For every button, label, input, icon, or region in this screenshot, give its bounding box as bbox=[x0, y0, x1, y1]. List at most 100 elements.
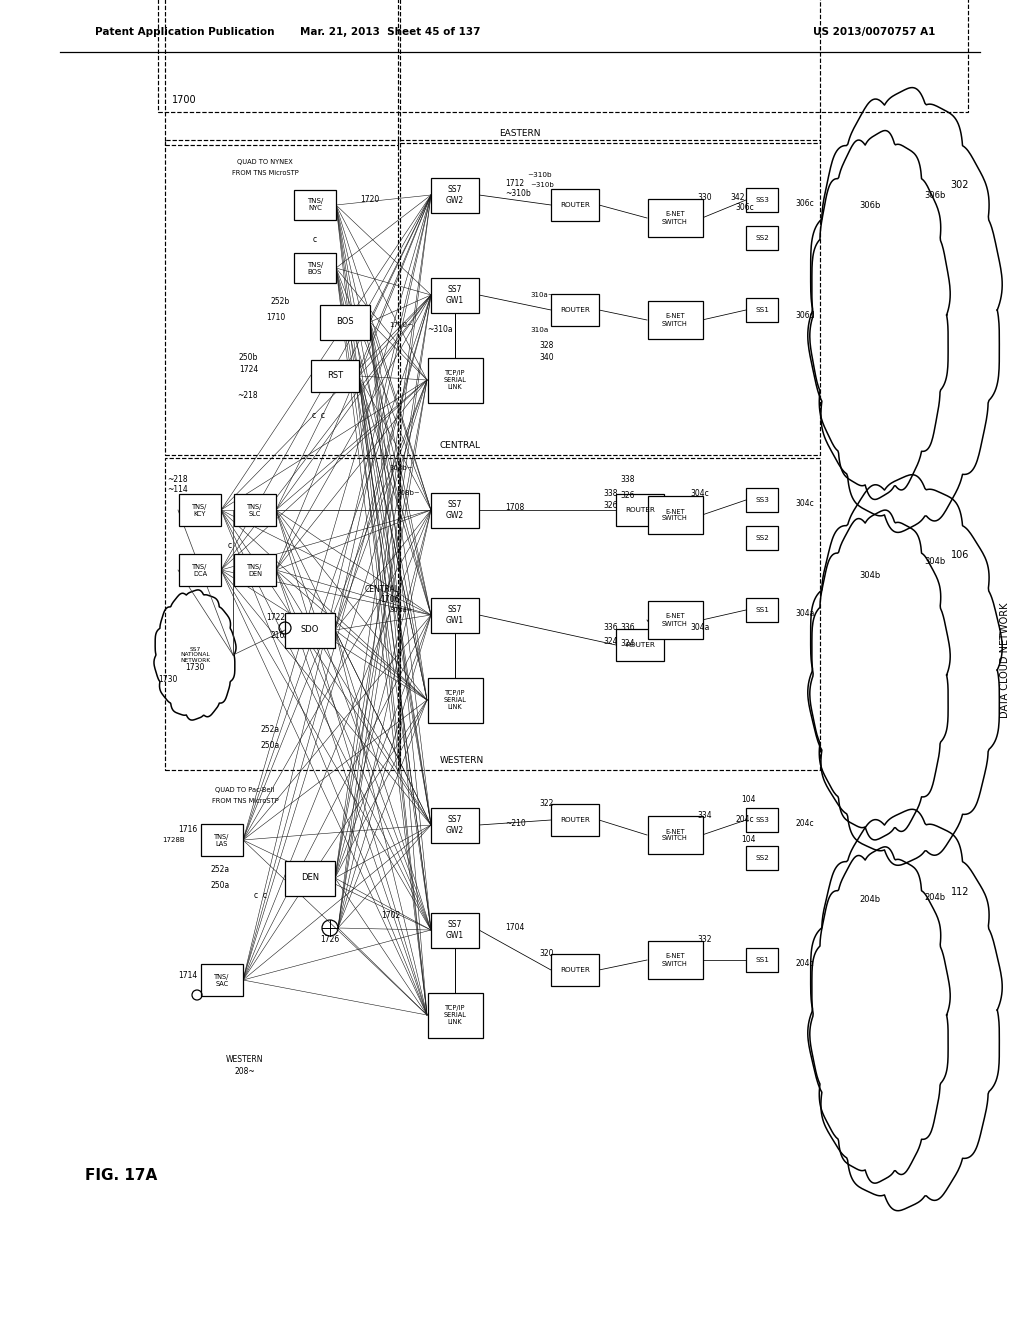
Text: ~310b: ~310b bbox=[530, 182, 554, 187]
Bar bbox=[616, 630, 664, 661]
Text: E-NET
SWITCH: E-NET SWITCH bbox=[663, 508, 688, 521]
Text: WESTERN: WESTERN bbox=[226, 1056, 264, 1064]
Text: SS3: SS3 bbox=[755, 498, 769, 503]
Bar bbox=[201, 824, 243, 855]
Text: SS1: SS1 bbox=[755, 607, 769, 612]
Text: 306c: 306c bbox=[795, 199, 814, 209]
Text: 306d: 306d bbox=[795, 310, 814, 319]
Bar bbox=[427, 677, 482, 722]
Text: 304b: 304b bbox=[925, 557, 945, 566]
Bar bbox=[746, 525, 778, 550]
Text: Patent Application Publication: Patent Application Publication bbox=[95, 26, 274, 37]
Bar bbox=[319, 305, 370, 339]
Text: ~218: ~218 bbox=[238, 391, 258, 400]
Text: 1730: 1730 bbox=[185, 664, 205, 672]
Bar bbox=[746, 808, 778, 832]
Bar bbox=[431, 598, 479, 632]
Bar bbox=[179, 554, 221, 586]
Text: 340: 340 bbox=[540, 354, 554, 363]
Text: 310a~: 310a~ bbox=[530, 292, 554, 298]
Text: 208~: 208~ bbox=[234, 1068, 255, 1077]
Text: TNS/
DCA: TNS/ DCA bbox=[193, 564, 208, 577]
Text: 204b: 204b bbox=[925, 894, 945, 903]
Bar bbox=[179, 494, 221, 525]
Text: TNS/
SAC: TNS/ SAC bbox=[214, 974, 229, 986]
Text: SS7
GW1: SS7 GW1 bbox=[445, 606, 464, 624]
Text: 104: 104 bbox=[740, 796, 756, 804]
Bar bbox=[647, 941, 702, 979]
Text: FROM TNS MicroSTP: FROM TNS MicroSTP bbox=[212, 799, 279, 804]
Text: c: c bbox=[313, 235, 317, 244]
Text: 250a: 250a bbox=[260, 741, 280, 750]
Text: E-NET
SWITCH: E-NET SWITCH bbox=[663, 953, 688, 966]
Text: RST: RST bbox=[327, 371, 343, 380]
Bar bbox=[551, 294, 599, 326]
Text: FIG. 17A: FIG. 17A bbox=[85, 1167, 158, 1183]
Text: SS2: SS2 bbox=[755, 855, 769, 861]
Text: 328: 328 bbox=[540, 341, 554, 350]
Text: Mar. 21, 2013  Sheet 45 of 137: Mar. 21, 2013 Sheet 45 of 137 bbox=[300, 26, 480, 37]
Text: 1704: 1704 bbox=[505, 924, 524, 932]
Text: 334: 334 bbox=[697, 810, 713, 820]
Text: CENTRAL: CENTRAL bbox=[365, 586, 400, 594]
Text: 332: 332 bbox=[697, 936, 713, 945]
Text: ROUTER: ROUTER bbox=[560, 202, 590, 209]
Text: 304c: 304c bbox=[795, 499, 814, 508]
Text: US 2013/0070757 A1: US 2013/0070757 A1 bbox=[813, 26, 935, 37]
Bar bbox=[647, 199, 702, 238]
Bar bbox=[431, 277, 479, 313]
Text: SS2: SS2 bbox=[755, 235, 769, 242]
Bar bbox=[431, 808, 479, 842]
Bar bbox=[427, 993, 482, 1038]
Text: 302: 302 bbox=[950, 180, 970, 190]
Text: 308a~: 308a~ bbox=[389, 607, 413, 612]
Text: 320: 320 bbox=[540, 949, 554, 957]
Bar bbox=[285, 861, 335, 895]
Bar bbox=[551, 189, 599, 220]
Text: SS1: SS1 bbox=[755, 957, 769, 964]
Text: BOS: BOS bbox=[336, 318, 354, 326]
Text: DEN: DEN bbox=[301, 874, 319, 883]
Text: ROUTER: ROUTER bbox=[560, 308, 590, 313]
Text: 252b: 252b bbox=[270, 297, 290, 306]
Bar bbox=[746, 187, 778, 213]
Text: SS3: SS3 bbox=[755, 197, 769, 203]
Bar bbox=[746, 948, 778, 972]
Polygon shape bbox=[810, 131, 950, 499]
Polygon shape bbox=[810, 510, 950, 840]
Text: 112: 112 bbox=[950, 887, 970, 898]
Text: ROUTER: ROUTER bbox=[625, 642, 655, 648]
Text: c  c: c c bbox=[311, 411, 325, 420]
Text: ROUTER: ROUTER bbox=[625, 507, 655, 513]
Text: WESTERN: WESTERN bbox=[440, 756, 484, 766]
Text: 1708: 1708 bbox=[505, 503, 524, 512]
Text: 324: 324 bbox=[603, 638, 618, 647]
Polygon shape bbox=[154, 590, 237, 721]
Text: TCP/IP
SERIAL
LINK: TCP/IP SERIAL LINK bbox=[443, 690, 467, 710]
Text: 336: 336 bbox=[620, 623, 635, 632]
Text: QUAD TO NYNEX: QUAD TO NYNEX bbox=[238, 158, 293, 165]
Bar bbox=[201, 964, 243, 997]
Text: 306b: 306b bbox=[859, 201, 881, 210]
Bar bbox=[234, 494, 276, 525]
Text: SS7
GW1: SS7 GW1 bbox=[445, 285, 464, 305]
Text: 1720: 1720 bbox=[360, 195, 379, 205]
Bar bbox=[551, 804, 599, 836]
Bar bbox=[311, 360, 359, 392]
Bar bbox=[551, 954, 599, 986]
Text: 1714: 1714 bbox=[178, 970, 197, 979]
Text: 338: 338 bbox=[620, 475, 635, 484]
Text: TNS/
BOS: TNS/ BOS bbox=[307, 261, 324, 275]
Text: 250b: 250b bbox=[239, 354, 258, 363]
Text: 1710: 1710 bbox=[266, 314, 285, 322]
Text: 306b: 306b bbox=[925, 190, 946, 199]
Text: 1722: 1722 bbox=[266, 614, 285, 623]
Text: SDO: SDO bbox=[301, 626, 319, 635]
Text: ~310a: ~310a bbox=[427, 326, 453, 334]
Text: 216: 216 bbox=[270, 631, 285, 639]
Text: SS7
GW2: SS7 GW2 bbox=[445, 185, 464, 205]
Text: 304b: 304b bbox=[859, 570, 881, 579]
Text: 336: 336 bbox=[603, 623, 618, 632]
Text: ~310b: ~310b bbox=[505, 189, 530, 198]
Bar bbox=[647, 496, 702, 535]
